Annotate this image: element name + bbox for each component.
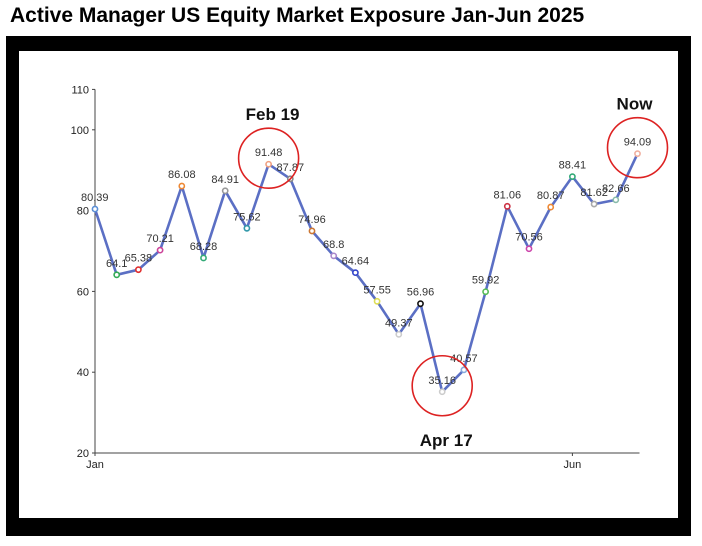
- data-label: 88.41: [559, 160, 587, 172]
- data-label: 74.96: [298, 214, 326, 226]
- data-point: [612, 196, 620, 204]
- x-tick-label: Jun: [564, 459, 582, 471]
- data-label: 82.66: [602, 183, 630, 195]
- data-label: 68.28: [190, 241, 218, 253]
- data-label: 87.87: [277, 162, 305, 174]
- data-label: 81.62: [580, 187, 608, 199]
- highlight-circle: [606, 116, 669, 179]
- data-point: [135, 266, 142, 274]
- y-tick-label: 20: [77, 448, 89, 460]
- data-label: 91.48: [255, 147, 283, 159]
- data-point: [395, 330, 403, 338]
- data-label: 40.57: [450, 353, 478, 365]
- data-point: [178, 182, 186, 190]
- data-point: [590, 200, 598, 208]
- data-labels: 80.39 64.165.38 70.21 86.08 68.28 84.91 75.62 9…: [81, 137, 651, 387]
- axes: 20 40 60 80 100 110 Jan Jun: [71, 84, 640, 471]
- data-point: [547, 203, 555, 211]
- data-label: 59.92: [472, 275, 500, 287]
- data-label: 86.08: [168, 169, 196, 181]
- y-tick-label: 100: [71, 125, 89, 137]
- data-point: [200, 254, 207, 262]
- data-label: 57.55: [363, 284, 391, 296]
- data-point: [417, 300, 424, 308]
- data-point: [91, 205, 99, 213]
- data-point: [373, 297, 381, 305]
- series-line: [93, 153, 639, 394]
- data-label: 81.06: [494, 189, 522, 201]
- data-point: [503, 202, 511, 210]
- data-label: 64.1: [106, 258, 127, 270]
- data-label: 64.64: [342, 256, 370, 268]
- chart-frame: 20 40 60 80 100 110 Jan Jun 80.39 64.1 65.38 70.21…: [6, 36, 691, 536]
- data-label: 70.21: [146, 233, 174, 245]
- annotation-label: Apr 17: [420, 431, 473, 450]
- annotation-label: Feb 19: [246, 105, 300, 124]
- data-label: 35.16: [428, 375, 456, 387]
- data-label: 84.91: [211, 174, 239, 186]
- x-tick-label: Jan: [86, 459, 104, 471]
- y-tick-label: 110: [71, 84, 89, 96]
- data-label: 94.09: [624, 137, 652, 149]
- data-point: [438, 388, 446, 396]
- data-point: [525, 245, 533, 253]
- data-label: 56.96: [407, 287, 435, 299]
- y-tick-label: 60: [77, 286, 89, 298]
- data-label: 75.62: [233, 211, 261, 223]
- chart-title: Active Manager US Equity Market Exposure…: [10, 4, 585, 27]
- annotation-label: Now: [617, 95, 654, 114]
- highlight-circle: [411, 354, 474, 417]
- series-polyline: [93, 153, 639, 394]
- data-label: 49.37: [385, 317, 413, 329]
- data-point: [265, 160, 272, 168]
- y-tick-label: 40: [77, 367, 89, 379]
- data-point: [569, 173, 576, 181]
- annotations: Feb 19 Apr 17 Now: [237, 95, 669, 450]
- data-label: 80.39: [81, 192, 109, 204]
- data-point: [482, 288, 489, 296]
- data-point: [156, 246, 164, 254]
- data-point: [113, 271, 121, 279]
- data-point: [243, 224, 251, 232]
- data-point: [460, 366, 468, 374]
- data-point: [221, 187, 229, 195]
- data-label: 80.87: [537, 190, 565, 202]
- data-markers: [91, 150, 641, 396]
- data-label: 65.38: [125, 253, 153, 265]
- data-point: [308, 227, 316, 235]
- highlight-circle: [237, 127, 300, 190]
- line-chart: 20 40 60 80 100 110 Jan Jun 80.39 64.165.38 70.21…: [71, 84, 669, 471]
- y-tick-label: 80: [77, 206, 89, 218]
- data-label: 68.8: [323, 239, 344, 251]
- plot-panel: 20 40 60 80 100 110 Jan Jun 80.39 64.1 65.38 70.21…: [19, 51, 678, 518]
- data-point: [330, 252, 338, 260]
- data-label: 70.56: [515, 232, 543, 244]
- data-point: [351, 269, 359, 277]
- data-point: [634, 150, 641, 158]
